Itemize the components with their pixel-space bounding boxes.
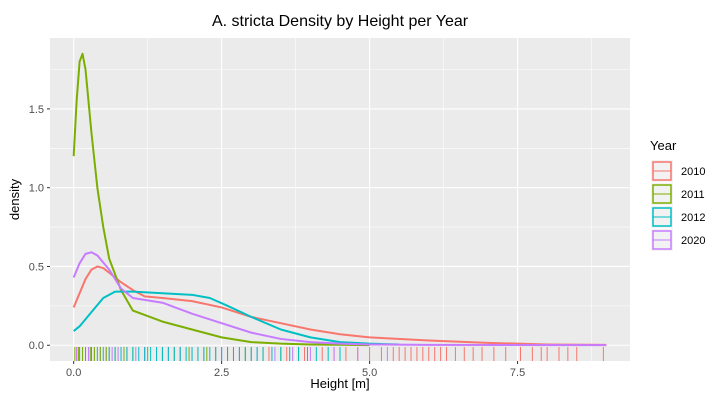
legend-items: 2010 2011 2012 2020 — [651, 160, 705, 251]
density-series — [72, 52, 607, 347]
legend-label-2011: 2011 — [681, 189, 705, 201]
y-axis-label: density — [7, 178, 22, 220]
series-line-2011 — [72, 52, 370, 347]
x-axis-ticks: 0.0 2.5 5.0 7.5 — [66, 361, 525, 379]
chart-title: A. stricta Density by Height per Year — [212, 13, 469, 30]
x-tick-label: 0.0 — [66, 367, 81, 379]
y-tick-label: 0.5 — [29, 261, 44, 273]
gridlines — [50, 38, 630, 361]
series-line-2012 — [73, 290, 400, 346]
legend-label-2012: 2012 — [681, 212, 705, 224]
x-tick-label: 2.5 — [214, 367, 229, 379]
legend-label-2020: 2020 — [681, 235, 705, 247]
plot-panel — [50, 38, 630, 361]
legend-label-2010: 2010 — [681, 166, 705, 178]
series-line-2020 — [72, 251, 607, 347]
rug-marks — [74, 347, 604, 361]
legend-title: Year — [650, 138, 677, 153]
legend: Year 2010 2011 2012 2020 — [650, 138, 705, 251]
y-tick-label: 1.0 — [29, 183, 44, 195]
series-line-2010 — [72, 265, 607, 346]
y-axis-ticks: 0.0 0.5 1.0 1.5 — [29, 104, 50, 352]
x-tick-label: 5.0 — [362, 367, 377, 379]
y-tick-label: 0.0 — [29, 340, 44, 352]
x-axis-label: Height [m] — [310, 376, 369, 391]
x-tick-label: 7.5 — [510, 367, 525, 379]
y-tick-label: 1.5 — [29, 104, 44, 116]
